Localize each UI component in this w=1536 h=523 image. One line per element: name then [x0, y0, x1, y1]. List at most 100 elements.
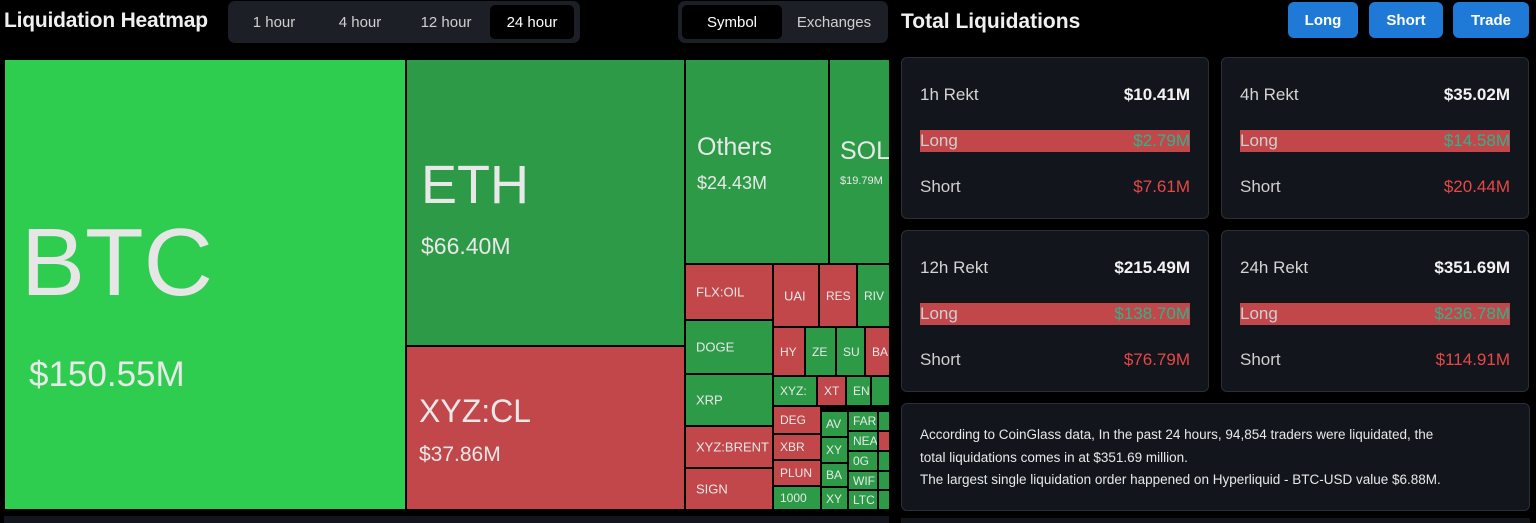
rekt-card-1h: 1h Rekt $10.41M Long $2.79M Short $7.61M [901, 57, 1209, 219]
tile-nea[interactable]: NEA [848, 431, 878, 451]
tile-symbol: BA [826, 468, 843, 482]
tile-symbol: UAI [784, 288, 806, 303]
tile-symbol: SOL [840, 137, 889, 165]
tile-value: $66.40M [421, 233, 511, 259]
tile-ltc[interactable]: LTC [848, 490, 878, 510]
tile-sign[interactable]: SIGN [685, 468, 773, 510]
card-label: 1h Rekt [920, 85, 979, 104]
tile-flx-oil[interactable]: FLX:OIL [685, 264, 773, 320]
tile-btc[interactable]: BTC $150.55M [4, 59, 406, 510]
tile-uai[interactable]: UAI [773, 264, 819, 327]
view-option-exchanges[interactable]: Exchanges [796, 13, 872, 31]
tile-res[interactable]: RES [819, 264, 857, 327]
long-value: $14.58M [1443, 131, 1510, 150]
tile-sol[interactable]: SOL $19.79M [829, 59, 889, 264]
long-button[interactable]: Long [1288, 2, 1358, 38]
tile-ze[interactable]: ZE [805, 327, 836, 376]
summary-line: According to CoinGlass data, In the past… [920, 427, 1434, 442]
tile-plun[interactable]: PLUN [773, 460, 821, 486]
tile-symbol: XRP [696, 392, 723, 408]
tile-symbol: PLUN [780, 466, 813, 480]
tile-deg[interactable]: DEG [773, 406, 821, 434]
tile-value: $37.86M [419, 443, 501, 466]
tile-symbol: NEA [853, 434, 878, 448]
tile-wif[interactable]: WIF [848, 471, 878, 490]
tile-ba-2[interactable]: BA [821, 463, 848, 487]
tile-unlabeled-a[interactable] [871, 376, 889, 406]
tile-symbol: XYZ:BRENT [696, 439, 769, 455]
card-label: 24h Rekt [1240, 258, 1309, 277]
long-label: Long [1240, 131, 1278, 150]
tile-value: $24.43M [697, 173, 768, 193]
time-option-24h[interactable]: 24 hour [490, 5, 574, 39]
tile-0g[interactable]: 0G [848, 451, 878, 471]
view-mode-selector: Symbol Exchanges [678, 1, 888, 43]
tile-symbol: ETH [421, 155, 529, 215]
tile-xrp[interactable]: XRP [685, 374, 773, 426]
card-total: $35.02M [1443, 85, 1510, 104]
tile-far[interactable]: FAR [848, 411, 878, 431]
tile-symbol: LTC [853, 493, 875, 507]
tile-symbol: BA [872, 344, 889, 359]
tile-en[interactable]: EN [846, 376, 871, 406]
tile-symbol: XYZ: [780, 384, 807, 398]
tile-doge[interactable]: DOGE [685, 320, 773, 374]
tile-symbol: DEG [780, 413, 807, 427]
short-value: $20.44M [1443, 177, 1510, 196]
short-label: Short [1240, 177, 1281, 196]
time-option-12h[interactable]: 12 hour [420, 13, 472, 31]
view-option-symbol[interactable]: Symbol [682, 5, 782, 39]
tile-value: $19.79M [840, 175, 883, 187]
tile-su[interactable]: SU [836, 327, 865, 376]
card-label: 12h Rekt [920, 258, 989, 277]
tile-xbr[interactable]: XBR [773, 434, 821, 460]
tile-value: $150.55M [29, 355, 185, 394]
time-option-1h[interactable]: 1 hour [252, 13, 296, 31]
long-value: $236.78M [1434, 304, 1510, 323]
tile-riv[interactable]: RIV [857, 264, 889, 327]
time-option-4h[interactable]: 4 hour [338, 13, 382, 31]
scroll-strip [901, 518, 1530, 523]
tile-av[interactable]: AV [821, 411, 848, 437]
card-label: 4h Rekt [1240, 85, 1299, 104]
short-value: $76.79M [1123, 350, 1190, 369]
tile-unlabeled-f[interactable] [878, 490, 889, 510]
long-value: $138.70M [1114, 304, 1190, 323]
trade-button[interactable]: Trade [1453, 2, 1529, 38]
tile-symbol: XY [826, 491, 843, 506]
tile-1000[interactable]: 1000 [773, 486, 821, 510]
tile-symbol: Others [697, 133, 773, 161]
long-label: Long [920, 304, 958, 323]
card-total: $351.69M [1434, 258, 1510, 277]
tile-xyz-brent[interactable]: XYZ:BRENT [685, 426, 773, 468]
card-total: $10.41M [1123, 85, 1190, 104]
short-label: Short [1240, 350, 1281, 369]
rekt-card-12h: 12h Rekt $215.49M Long $138.70M Short $76.7… [901, 230, 1209, 392]
tile-eth[interactable]: ETH $66.40M [406, 59, 685, 346]
tile-xt[interactable]: XT [817, 376, 846, 406]
tile-hy[interactable]: HY [773, 327, 805, 376]
tile-xy[interactable]: XY [821, 437, 848, 463]
liquidation-summary: According to CoinGlass data, In the past… [901, 403, 1530, 511]
tile-symbol: DOGE [696, 339, 735, 355]
tile-symbol: RIV [864, 288, 885, 303]
tile-xyz-cl[interactable]: XYZ:CL $37.86M [406, 346, 685, 510]
tile-xy-2[interactable]: XY [821, 487, 848, 510]
summary-line: total liquidations comes in at $351.69 m… [920, 449, 1188, 465]
long-label: Long [920, 131, 958, 150]
tile-xyz[interactable]: XYZ: [773, 376, 817, 406]
short-value: $7.61M [1133, 177, 1190, 196]
tile-unlabeled-e[interactable] [878, 471, 889, 490]
tile-unlabeled-b[interactable] [878, 411, 889, 431]
tile-unlabeled-c[interactable] [878, 431, 889, 451]
tile-ba[interactable]: BA [865, 327, 889, 376]
short-button[interactable]: Short [1369, 2, 1443, 38]
scroll-strip [4, 516, 889, 523]
tile-symbol: SIGN [696, 481, 728, 497]
tile-others[interactable]: Others $24.43M [685, 59, 829, 264]
short-label: Short [920, 350, 961, 369]
tile-symbol: HY [780, 344, 797, 359]
tile-symbol: XT [824, 384, 840, 398]
tile-unlabeled-d[interactable] [878, 451, 889, 471]
long-value: $2.79M [1133, 131, 1190, 150]
